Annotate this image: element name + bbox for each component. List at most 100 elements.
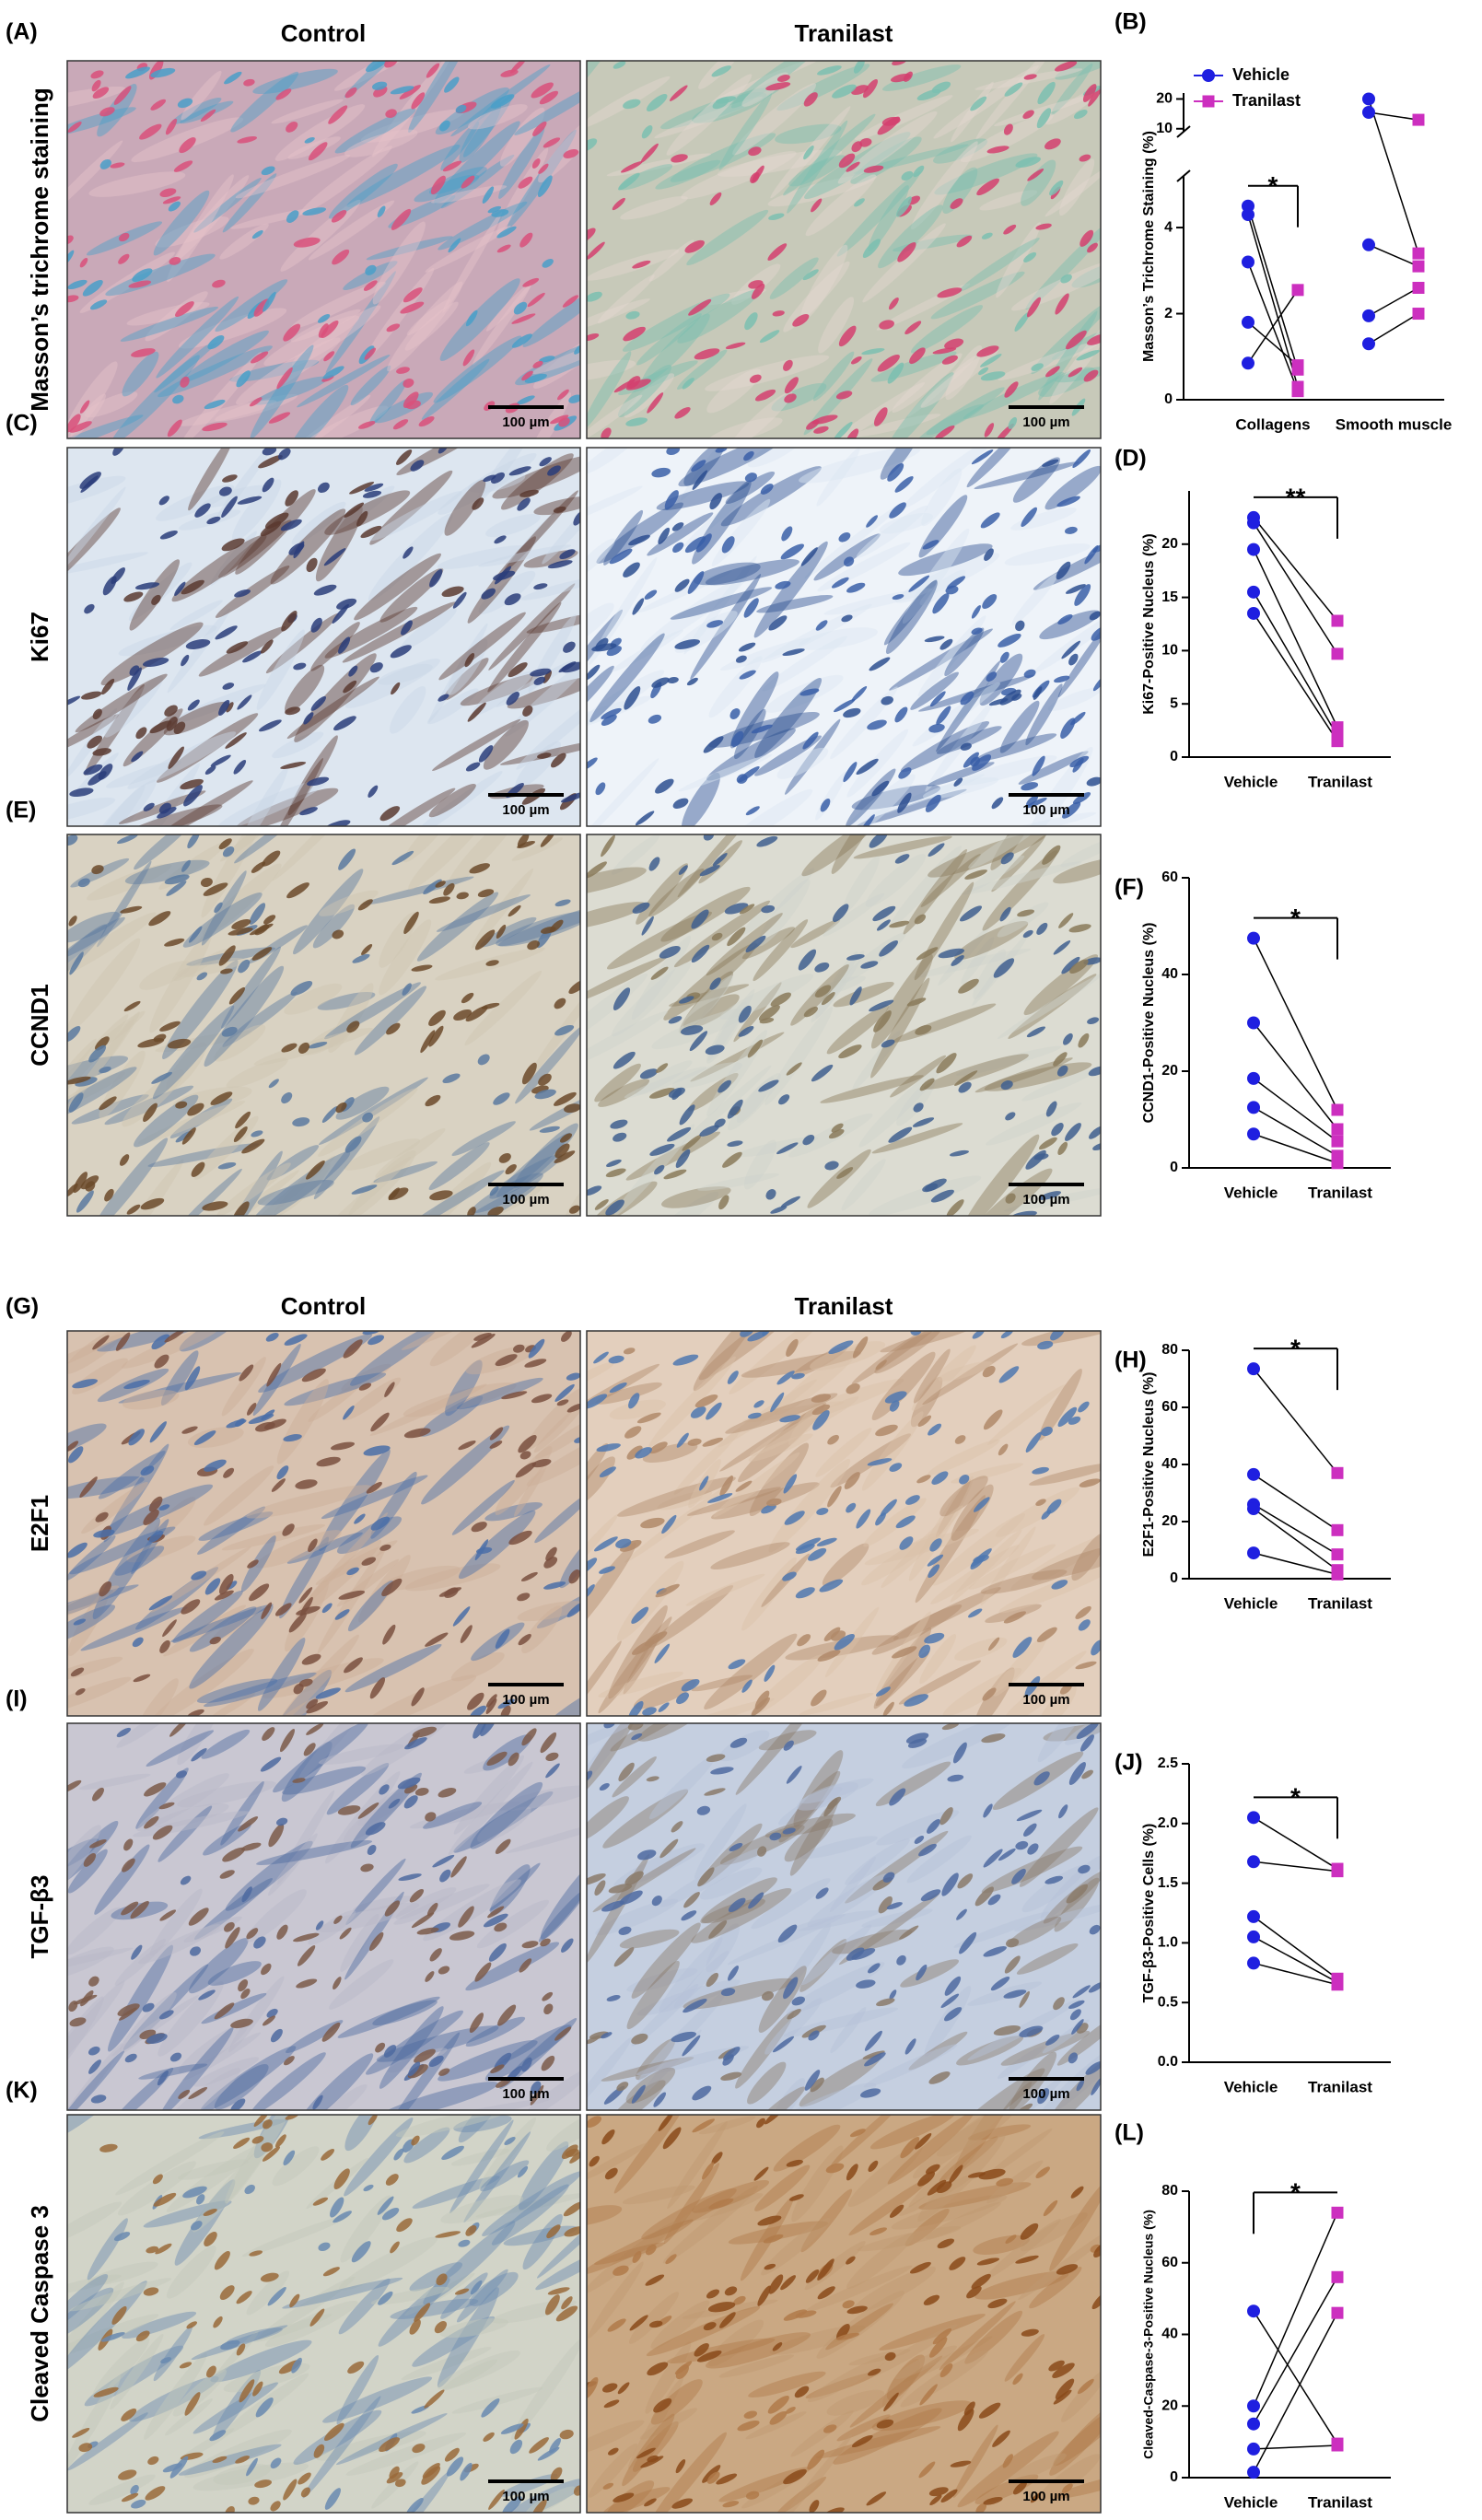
tissue-fiber [705, 2332, 811, 2369]
cell-nucleus [1058, 913, 1074, 928]
cell-nucleus [237, 135, 258, 144]
cell-nucleus [589, 2155, 600, 2167]
cell-nucleus [233, 759, 247, 775]
tissue-fiber [228, 1976, 285, 2053]
cell-nucleus [364, 347, 377, 360]
tissue-fiber [139, 961, 192, 990]
cell-nucleus [1058, 1804, 1068, 1819]
micrograph-border [66, 2114, 581, 2514]
cell-nucleus [679, 996, 694, 1004]
cell-nucleus [224, 71, 242, 85]
cell-nucleus [651, 467, 671, 478]
tissue-fiber [215, 393, 298, 422]
tissue-fiber [158, 2027, 234, 2110]
tissue-fiber [179, 400, 277, 426]
tissue-fiber [967, 2124, 1032, 2141]
tissue-fiber [220, 1150, 283, 1216]
cell-nucleus [783, 359, 793, 371]
tissue-fiber [67, 1825, 101, 1895]
tissue-fiber [180, 100, 234, 124]
cell-nucleus [343, 1405, 355, 1420]
cell-nucleus [91, 865, 104, 875]
y-axis-label: CCND1-Positive Nucleus (%) [1141, 923, 1157, 1124]
cell-nucleus [346, 1021, 360, 1033]
tissue-fiber [67, 938, 141, 1033]
cell-nucleus [262, 477, 274, 493]
cell-nucleus [724, 903, 749, 915]
cell-nucleus [869, 657, 891, 671]
tissue-fiber [747, 448, 803, 468]
cell-nucleus [751, 283, 765, 299]
cell-nucleus [593, 1536, 618, 1552]
tissue-fiber [805, 2371, 880, 2398]
tissue-fiber [994, 2082, 1033, 2110]
cell-nucleus [1068, 2000, 1085, 2010]
cell-nucleus [158, 496, 169, 506]
cell-nucleus [863, 165, 884, 173]
tissue-fiber [222, 173, 277, 233]
tissue-fiber [453, 1791, 554, 1853]
tissue-fiber [670, 587, 773, 620]
cell-nucleus [113, 2232, 131, 2242]
tissue-fiber [748, 2371, 826, 2398]
tissue-fiber [706, 368, 762, 414]
cell-nucleus [708, 2198, 734, 2210]
cell-nucleus [172, 394, 184, 404]
tissue-fiber [178, 2444, 282, 2476]
tissue-fiber [698, 2116, 756, 2135]
y-tick-label: 15 [1161, 589, 1178, 605]
tissue-fiber [114, 1546, 165, 1576]
tissue-fiber [920, 349, 998, 408]
cell-nucleus [834, 698, 856, 713]
cell-nucleus [873, 407, 888, 426]
cell-nucleus [613, 379, 636, 393]
cell-nucleus [963, 752, 979, 768]
cell-nucleus [332, 603, 349, 624]
cell-nucleus [556, 389, 569, 401]
cell-nucleus [540, 926, 556, 934]
cell-nucleus [181, 1599, 201, 1615]
cell-nucleus [722, 2054, 734, 2066]
cell-nucleus [79, 400, 90, 414]
pair-line [1368, 312, 1419, 344]
tissue-fiber [908, 1476, 974, 1581]
cell-nucleus [489, 1185, 499, 1196]
tissue-fiber [1025, 219, 1101, 310]
tissue-fiber [395, 1887, 457, 1919]
cell-nucleus [450, 1856, 467, 1878]
y-tick-label: 5 [1170, 695, 1178, 711]
cell-nucleus [958, 978, 979, 994]
cell-nucleus [1091, 1639, 1101, 1656]
cell-nucleus [1015, 1840, 1029, 1850]
cell-nucleus [647, 392, 664, 414]
cell-nucleus [861, 348, 885, 356]
cell-nucleus [554, 998, 566, 1009]
tissue-fiber [287, 136, 341, 159]
cell-nucleus [222, 474, 238, 483]
cell-nucleus [601, 427, 612, 438]
data-point [1412, 113, 1425, 126]
tissue-fiber [291, 281, 386, 329]
cell-nucleus [703, 736, 724, 753]
cell-nucleus [483, 2432, 495, 2442]
tissue-fiber [919, 1634, 957, 1685]
data-point [1247, 1811, 1260, 1825]
cell-nucleus [266, 1362, 282, 1387]
cell-nucleus [404, 1737, 427, 1750]
tissue-fiber [899, 2174, 974, 2216]
tissue-fiber [272, 731, 324, 759]
cell-nucleus [252, 2381, 263, 2397]
tissue-fiber [477, 1806, 531, 1843]
tissue-fiber [437, 545, 531, 569]
y-tick-label: 0 [1170, 1160, 1178, 1175]
cell-nucleus [769, 1832, 782, 1841]
cell-nucleus [443, 882, 455, 896]
tissue-fiber [752, 2086, 806, 2110]
cell-nucleus [1091, 2077, 1101, 2095]
cell-nucleus [821, 992, 835, 1006]
tissue-fiber [920, 854, 981, 907]
tissue-fiber [210, 2339, 312, 2383]
cell-nucleus [1068, 653, 1079, 666]
cell-nucleus [531, 82, 554, 99]
tissue-fiber [354, 986, 426, 1056]
